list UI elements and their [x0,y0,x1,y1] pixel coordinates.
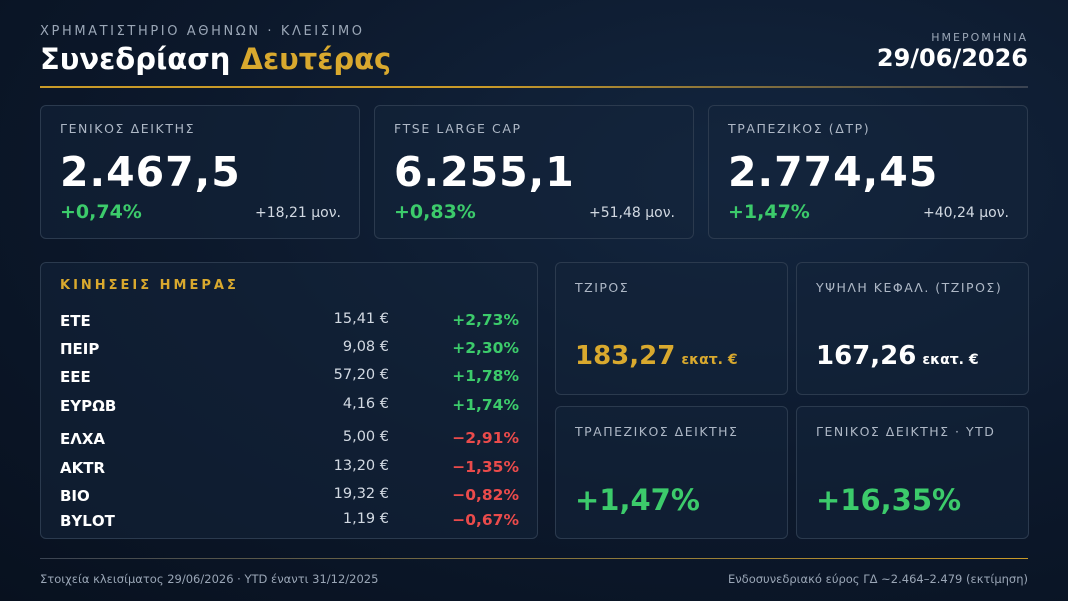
title-highlight: Δευτέρας [240,42,392,76]
index-points-change: +51,48 μον. [588,205,675,221]
stock-change: −0,67% [452,511,519,529]
footer-note-left: Στοιχεία κλεισίματος 29/06/2026 · YTD έν… [40,572,379,586]
stock-price: 4,16 € [342,396,389,412]
stock-price: 1,19 € [342,511,389,527]
footer-divider [40,558,1028,559]
stock-change: −0,82% [452,486,519,504]
index-label: ΓΕΝΙΚΟΣ ΔΕΙΚΤΗΣ [60,121,196,136]
bank-index-card: ΤΡΑΠΕΖΙΚΟΣ ΔΕΙΚΤΗΣ +1,47% [555,406,788,539]
title-prefix: Συνεδρίαση [40,42,231,76]
stock-ticker: ΕΥΡΩΒ [60,397,117,415]
page-kicker: ΧΡΗΜΑΤΙΣΤΗΡΙΟ ΑΘΗΝΩΝ · ΚΛΕΙΣΙΜΟ [40,24,365,39]
stock-change: +1,74% [452,396,519,414]
stock-ticker: ΒΙΟ [60,487,90,505]
general-ytd-value: +16,35% [816,483,962,517]
date-label: ΗΜΕΡΟΜΗΝΙΑ [931,31,1028,44]
stock-price: 9,08 € [342,339,389,355]
stock-ticker: ΕΤΕ [60,312,91,330]
general-ytd-label: ΓΕΝΙΚΟΣ ΔΕΙΚΤΗΣ · YTD [816,424,996,439]
stock-change: +1,78% [452,367,519,385]
stock-price: 57,20 € [333,367,389,383]
stock-change: +2,30% [452,339,519,357]
stock-change: +2,73% [452,311,519,329]
turnover-card: ΤΖΙΡΟΣ 183,27 εκατ. € [555,262,788,395]
date-value: 29/06/2026 [876,44,1028,72]
stock-row: ΠΕΙΡ 9,08 € +2,30% [41,337,539,361]
index-label: ΤΡΑΠΕΖΙΚΟΣ (ΔΤΡ) [728,121,871,136]
stock-row: ΕΕΕ 57,20 € +1,78% [41,365,539,389]
turnover-label: ΤΖΙΡΟΣ [575,280,630,295]
stock-row: ΒΙΟ 19,32 € −0,82% [41,484,539,508]
stock-change: −2,91% [452,429,519,447]
stock-price: 15,41 € [333,311,389,327]
index-card-banks: ΤΡΑΠΕΖΙΚΟΣ (ΔΤΡ) 2.774,45 +1,47% +40,24 … [708,105,1028,239]
stock-change: −1,35% [452,458,519,476]
turnover-value: 183,27 [575,341,676,371]
index-points-change: +18,21 μον. [254,205,341,221]
index-percent-change: +0,74% [60,201,142,223]
page-title: Συνεδρίαση Δευτέρας [40,42,391,76]
stock-ticker: ΕΛΧΑ [60,430,106,448]
general-ytd-card: ΓΕΝΙΚΟΣ ΔΕΙΚΤΗΣ · YTD +16,35% [796,406,1029,539]
stock-ticker: ΠΕΙΡ [60,340,100,358]
highcap-amount: 167,26 εκατ. € [816,341,979,371]
highcap-unit: εκατ. € [922,352,979,368]
turnover-amount: 183,27 εκατ. € [575,341,738,371]
stock-ticker: ΕΕΕ [60,368,91,386]
stock-row: ΑΚΤR 13,20 € −1,35% [41,456,539,480]
stock-row: ΒΥLΟΤ 1,19 € −0,67% [41,509,539,533]
index-label: FTSE LARGE CAP [394,121,522,136]
index-value: 6.255,1 [394,148,575,196]
highcap-value: 167,26 [816,341,917,371]
turnover-unit: εκατ. € [681,352,738,368]
index-card-general: ΓΕΝΙΚΟΣ ΔΕΙΚΤΗΣ 2.467,5 +0,74% +18,21 μο… [40,105,360,239]
index-percent-change: +0,83% [394,201,476,223]
header-divider [40,86,1028,88]
stock-row: ΕΛΧΑ 5,00 € −2,91% [41,427,539,451]
stock-ticker: ΑΚΤR [60,459,106,477]
footer-note-right: Ενδοσυνεδριακό εύρος ΓΔ ~2.464–2.479 (εκ… [727,572,1028,586]
daily-moves-panel: ΚΙΝΗΣΕΙΣ ΗΜΕΡΑΣ ΕΤΕ 15,41 € +2,73% ΠΕΙΡ … [40,262,538,539]
index-card-ftse: FTSE LARGE CAP 6.255,1 +0,83% +51,48 μον… [374,105,694,239]
bank-index-label: ΤΡΑΠΕΖΙΚΟΣ ΔΕΙΚΤΗΣ [575,424,739,439]
index-percent-change: +1,47% [728,201,810,223]
index-points-change: +40,24 μον. [922,205,1009,221]
highcap-turnover-card: ΥΨΗΛΗ ΚΕΦΑΛ. (ΤΖΙΡΟΣ) 167,26 εκατ. € [796,262,1029,395]
index-value: 2.467,5 [60,148,241,196]
bank-index-value: +1,47% [575,483,700,517]
stock-row: ΕΤΕ 15,41 € +2,73% [41,309,539,333]
stock-price: 19,32 € [333,486,389,502]
stock-row: ΕΥΡΩΒ 4,16 € +1,74% [41,394,539,418]
daily-moves-title: ΚΙΝΗΣΕΙΣ ΗΜΕΡΑΣ [60,278,239,293]
stock-price: 13,20 € [333,458,389,474]
index-value: 2.774,45 [728,148,939,196]
highcap-label: ΥΨΗΛΗ ΚΕΦΑΛ. (ΤΖΙΡΟΣ) [816,280,1003,295]
stock-price: 5,00 € [342,429,389,445]
stock-ticker: ΒΥLΟΤ [60,512,115,530]
